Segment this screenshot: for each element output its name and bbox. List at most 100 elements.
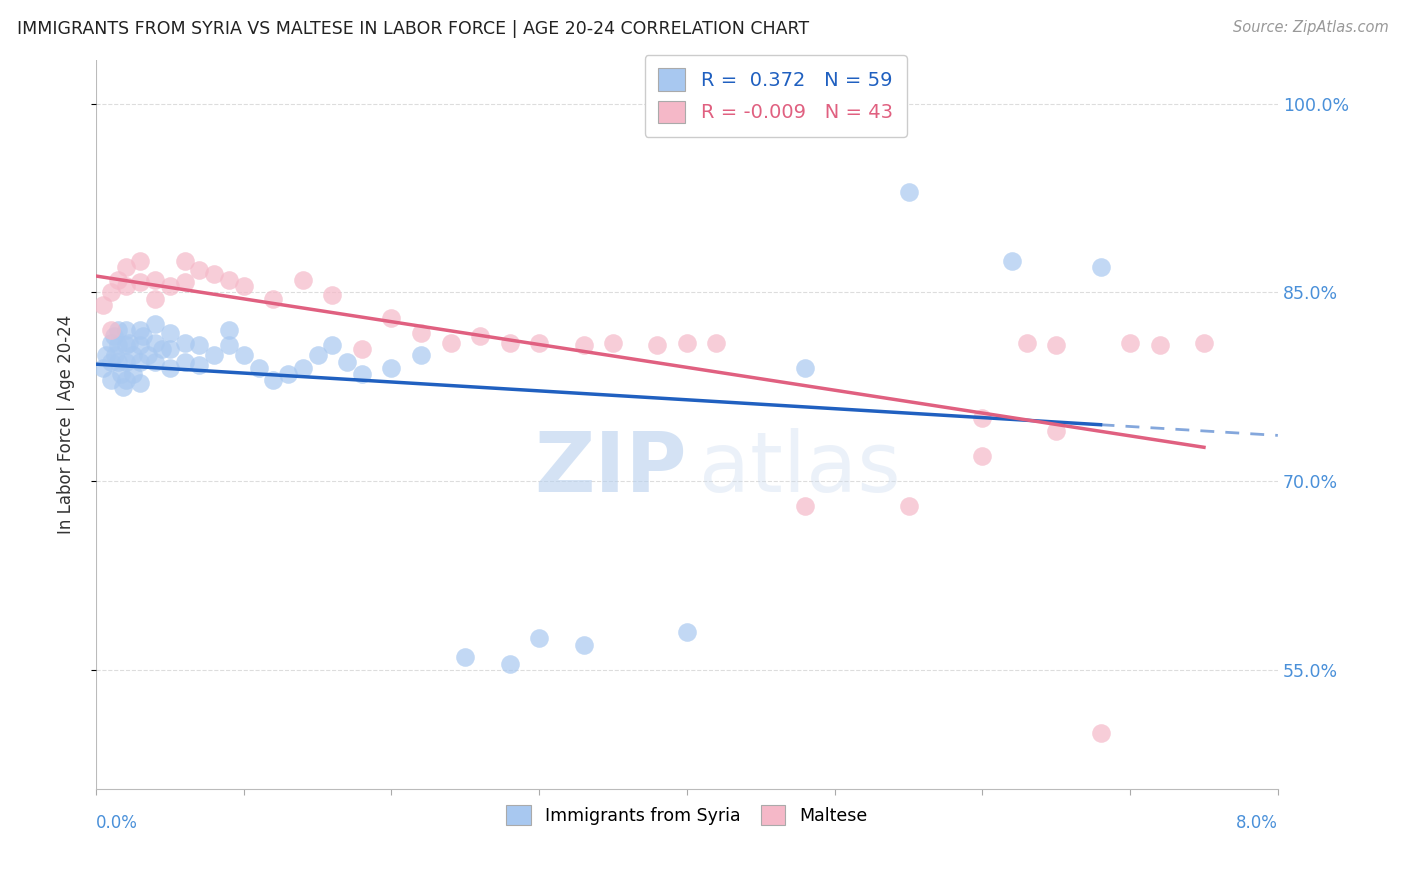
Point xyxy=(1090,725,1112,739)
Point xyxy=(132,329,155,343)
Point xyxy=(676,335,699,350)
Point xyxy=(117,335,139,350)
Point xyxy=(129,354,152,368)
Point xyxy=(380,360,402,375)
Point xyxy=(1090,260,1112,275)
Point xyxy=(527,335,550,350)
Point xyxy=(173,335,195,350)
Point xyxy=(114,374,136,388)
Point xyxy=(1015,335,1038,350)
Point xyxy=(498,335,520,350)
Point xyxy=(897,500,920,514)
Point xyxy=(107,354,129,368)
Point xyxy=(232,348,254,362)
Point xyxy=(114,354,136,368)
Point xyxy=(129,275,152,289)
Point xyxy=(498,657,520,671)
Point xyxy=(159,342,181,356)
Y-axis label: In Labor Force | Age 20-24: In Labor Force | Age 20-24 xyxy=(58,315,75,534)
Point xyxy=(129,254,152,268)
Point xyxy=(136,348,159,362)
Point xyxy=(468,329,491,343)
Point xyxy=(454,650,477,665)
Point xyxy=(100,335,122,350)
Point xyxy=(159,326,181,340)
Point xyxy=(527,632,550,646)
Point xyxy=(1045,424,1067,438)
Point xyxy=(107,273,129,287)
Point xyxy=(173,354,195,368)
Point xyxy=(100,285,122,300)
Point xyxy=(129,376,152,390)
Point xyxy=(706,335,728,350)
Text: atlas: atlas xyxy=(699,428,900,508)
Text: Source: ZipAtlas.com: Source: ZipAtlas.com xyxy=(1233,20,1389,35)
Point xyxy=(1045,338,1067,352)
Point xyxy=(218,323,240,337)
Point xyxy=(572,338,595,352)
Point xyxy=(100,323,122,337)
Point xyxy=(972,411,994,425)
Point xyxy=(100,354,122,368)
Point xyxy=(572,638,595,652)
Point xyxy=(439,335,461,350)
Point xyxy=(159,279,181,293)
Point xyxy=(100,374,122,388)
Point xyxy=(129,323,152,337)
Point xyxy=(1149,338,1171,352)
Text: 0.0%: 0.0% xyxy=(96,814,138,832)
Point xyxy=(380,310,402,325)
Point xyxy=(152,342,174,356)
Point xyxy=(122,348,145,362)
Point xyxy=(188,359,211,373)
Point xyxy=(1119,335,1142,350)
Point xyxy=(93,360,115,375)
Legend: Immigrants from Syria, Maltese: Immigrants from Syria, Maltese xyxy=(499,797,875,832)
Point xyxy=(122,367,145,381)
Point xyxy=(291,273,314,287)
Point xyxy=(262,374,284,388)
Point xyxy=(602,335,624,350)
Point xyxy=(336,354,359,368)
Point xyxy=(143,317,166,331)
Point xyxy=(110,367,132,381)
Point xyxy=(188,262,211,277)
Point xyxy=(96,348,118,362)
Point xyxy=(218,273,240,287)
Point xyxy=(277,367,299,381)
Point xyxy=(202,267,225,281)
Text: ZIP: ZIP xyxy=(534,428,688,508)
Point xyxy=(159,360,181,375)
Point xyxy=(247,360,270,375)
Point xyxy=(232,279,254,293)
Point xyxy=(262,292,284,306)
Point xyxy=(114,323,136,337)
Point xyxy=(291,360,314,375)
Point xyxy=(409,326,432,340)
Point xyxy=(897,185,920,199)
Point xyxy=(104,348,127,362)
Point xyxy=(307,348,329,362)
Point xyxy=(143,292,166,306)
Point xyxy=(321,288,343,302)
Point xyxy=(1192,335,1215,350)
Point xyxy=(409,348,432,362)
Point xyxy=(114,279,136,293)
Point xyxy=(218,338,240,352)
Point xyxy=(202,348,225,362)
Point xyxy=(188,338,211,352)
Point xyxy=(972,449,994,463)
Point xyxy=(107,338,129,352)
Point xyxy=(129,338,152,352)
Point xyxy=(143,335,166,350)
Point xyxy=(676,625,699,640)
Text: IMMIGRANTS FROM SYRIA VS MALTESE IN LABOR FORCE | AGE 20-24 CORRELATION CHART: IMMIGRANTS FROM SYRIA VS MALTESE IN LABO… xyxy=(17,20,808,37)
Point xyxy=(794,500,817,514)
Point xyxy=(794,360,817,375)
Point xyxy=(143,273,166,287)
Point xyxy=(143,354,166,368)
Point xyxy=(173,275,195,289)
Point xyxy=(647,338,669,352)
Point xyxy=(350,342,373,356)
Point xyxy=(114,338,136,352)
